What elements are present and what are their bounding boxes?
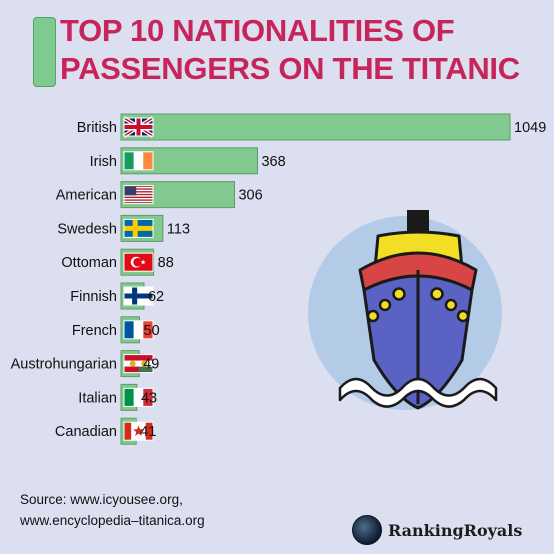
source-line-2: www.encyclopedia–titanica.org (20, 513, 205, 528)
ireland-flag-icon (123, 151, 154, 171)
finland-flag-icon (123, 286, 154, 306)
value-label: 368 (261, 154, 285, 170)
category-label: British (77, 120, 117, 136)
ottoman-flag-icon (123, 252, 154, 272)
brand: RankingRoyals (352, 515, 522, 545)
value-label: 88 (158, 255, 174, 271)
brand-logo-icon (352, 515, 382, 545)
bar-group: French 50 (72, 316, 160, 344)
canada-flag-icon (123, 421, 154, 441)
category-label: Austrohungarian (11, 357, 117, 373)
source-note: Source: www.icyousee.org, www.encycloped… (20, 489, 205, 531)
source-line-1: Source: www.icyousee.org, (20, 492, 183, 507)
category-label: French (72, 323, 117, 339)
bar-group: British 1049 (77, 113, 546, 141)
category-label: Canadian (55, 424, 117, 440)
bars-layer: British 1049 Irish 368 American 306 Swedesh 113… (11, 113, 546, 445)
bar-group: Austrohungarian 49 (11, 350, 159, 378)
chart-title: TOP 10 NATIONALITIES OF PASSENGERS ON TH… (60, 12, 540, 88)
value-label: 49 (143, 357, 159, 373)
ship-illustration (308, 210, 502, 410)
title-line-2: PASSENGERS ON THE TITANIC (60, 51, 520, 86)
bar-group: Irish 368 (90, 147, 286, 175)
bar-group: Finnish 62 (70, 282, 164, 310)
italy-flag-icon (123, 387, 154, 407)
austria-hungary-flag-icon (123, 354, 154, 374)
value-label: 43 (141, 390, 157, 406)
category-label: Finnish (70, 289, 117, 305)
usa-flag-icon (123, 185, 154, 205)
category-label: Ottoman (61, 255, 117, 271)
value-label: 62 (148, 289, 164, 305)
uk-flag-icon (122, 116, 155, 138)
value-label: 1049 (514, 120, 546, 136)
sweden-flag-icon (123, 218, 154, 238)
france-flag-icon (123, 320, 154, 340)
value-label: 306 (238, 188, 262, 204)
bar-group: Swedesh 113 (57, 214, 190, 242)
brand-name: RankingRoyals (388, 520, 523, 540)
category-label: Irish (90, 154, 117, 170)
title-accent-bar (33, 17, 56, 87)
value-label: 113 (167, 221, 190, 237)
bar-group: American 306 (56, 181, 263, 209)
bar-group: Italian 43 (78, 383, 157, 411)
category-label: American (56, 188, 117, 204)
title-line-1: TOP 10 NATIONALITIES OF (60, 13, 455, 48)
category-label: Swedesh (57, 221, 117, 237)
bar-group: Canadian 41 (55, 417, 156, 445)
value-label: 41 (140, 424, 156, 440)
bar (120, 113, 511, 141)
bar-group: Ottoman 88 (61, 248, 174, 276)
category-label: Italian (78, 390, 117, 406)
value-label: 50 (144, 323, 160, 339)
